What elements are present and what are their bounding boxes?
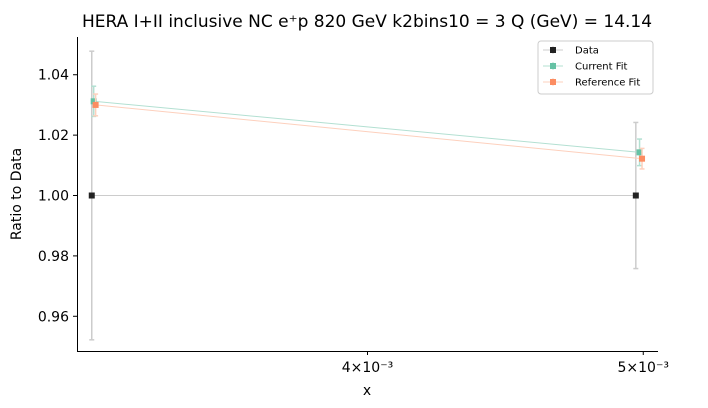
y-tick-label: 1.04 <box>38 68 69 84</box>
legend-marker <box>550 63 556 69</box>
legend-entry-reference-fit: Reference Fit <box>543 78 640 89</box>
x-ticks: 4×10⁻³ 5×10⁻³ <box>342 351 669 376</box>
data-point-data <box>632 192 639 199</box>
series-reference-fit <box>92 93 646 170</box>
series-current-fit <box>90 85 643 167</box>
y-tick-label: 0.98 <box>38 249 69 265</box>
legend-label: Reference Fit <box>575 78 640 89</box>
series-line-current-fit <box>93 100 640 153</box>
data-point-current-fit <box>90 98 97 105</box>
y-ticks: 0.96 0.98 1.00 1.02 1.04 <box>38 68 77 325</box>
y-tick-label: 0.96 <box>38 309 69 325</box>
data-point-data <box>88 192 95 199</box>
legend-marker <box>550 79 556 85</box>
chart-title: HERA I+II inclusive NC e⁺p 820 GeV k2bin… <box>82 12 652 32</box>
legend-entry-data: Data <box>543 46 599 57</box>
data-point-reference-fit <box>639 155 646 162</box>
legend-frame <box>537 40 654 95</box>
data-point-current-fit <box>636 149 643 156</box>
series-line-reference-fit <box>95 104 643 160</box>
x-axis-label: x <box>363 383 371 399</box>
y-axis-label: Ratio to Data <box>9 148 25 240</box>
x-tick-label: 5×10⁻³ <box>618 360 669 376</box>
legend-entry-current-fit: Current Fit <box>543 62 628 73</box>
data-point-reference-fit <box>92 101 99 108</box>
legend-marker <box>550 47 556 53</box>
legend: Data Current Fit Reference Fit <box>537 40 654 95</box>
x-tick-label: 4×10⁻³ <box>342 360 393 376</box>
plot-area <box>88 50 646 341</box>
legend-label: Data <box>575 46 599 57</box>
legend-label: Current Fit <box>575 62 628 73</box>
y-tick-label: 1.02 <box>38 128 69 144</box>
y-tick-label: 1.00 <box>38 189 69 205</box>
